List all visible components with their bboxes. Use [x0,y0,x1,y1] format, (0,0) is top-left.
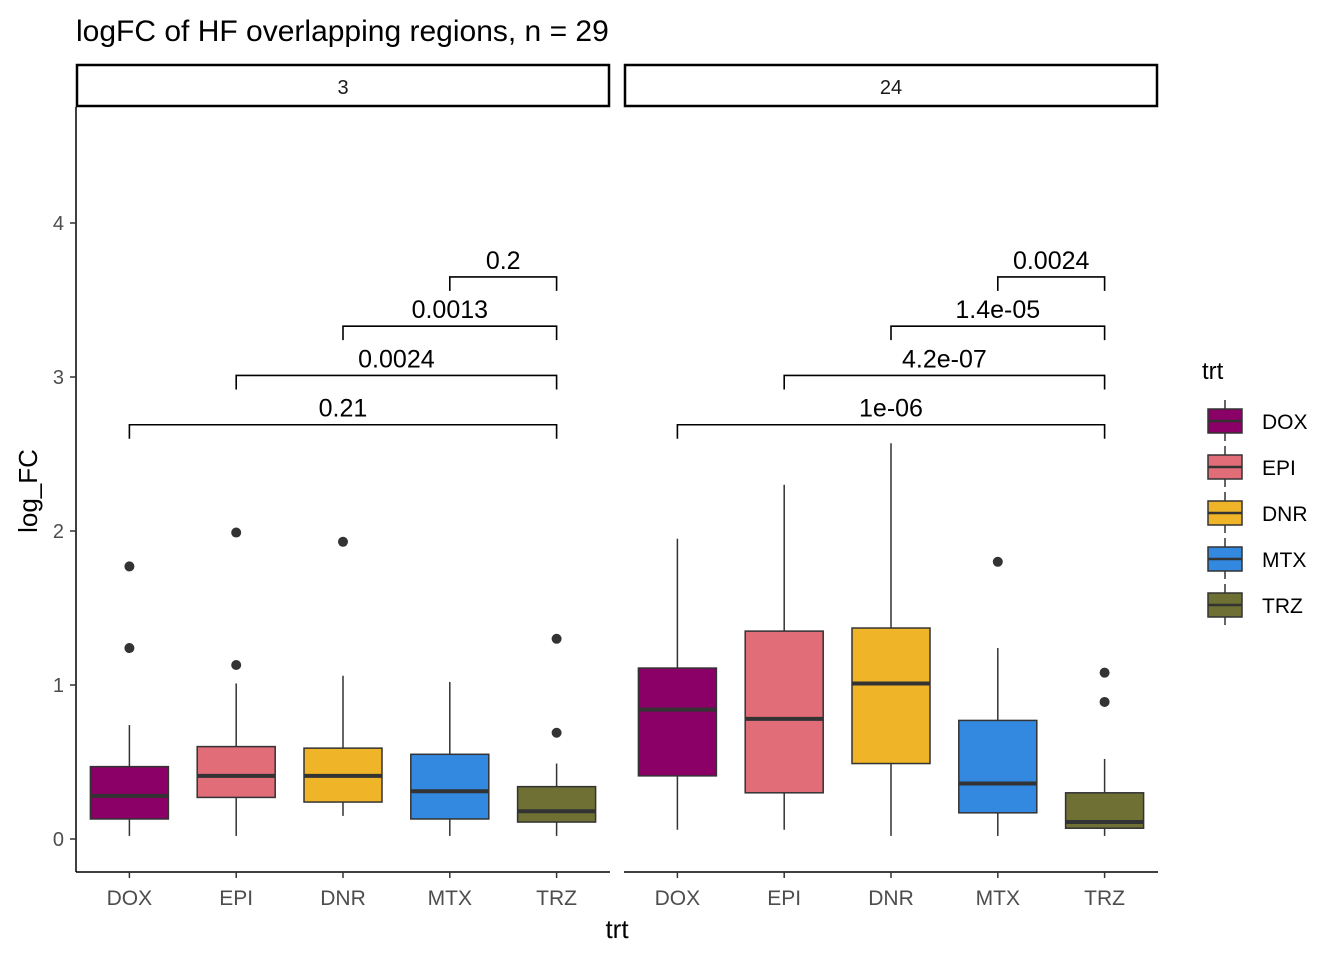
x-tick-label: EPI [219,887,253,910]
outlier-point [1099,667,1110,678]
comparison-bracket: 0.0024 [235,345,558,390]
x-tick-label: DOX [655,887,701,910]
chart-title: logFC of HF overlapping regions, n = 29 [76,15,609,48]
outlier-point [338,536,348,547]
outlier-point [231,527,242,538]
bracket-line [783,374,1106,390]
box-MTX [410,681,490,836]
box-iqr [196,745,276,799]
comparison-bracket: 0.21 [128,395,558,439]
facet-panels: 3 DOX EPI DNR MTX TRZ 0.2 0.0013 0.0024 0.21 24 DOX… [75,63,1159,910]
p-value-label: 0.21 [319,395,368,423]
box-EPI [196,527,276,836]
facet-strip-box [623,63,1159,108]
box-TRZ [516,633,597,836]
x-tick-label: DNR [868,887,914,910]
outlier-point [551,727,562,738]
bracket-line [449,276,558,291]
p-value-label: 4.2e-07 [902,345,987,373]
y-tick-label: 0 [53,829,64,851]
box-DOX [89,561,170,836]
y-axis-label: log_FC [13,449,43,533]
legend-label: DNR [1262,503,1308,526]
facet-strip-box [75,63,611,108]
box-iqr [637,667,718,777]
legend: trt DOX EPI DNR MTX TRZ [1202,358,1308,625]
bracket-line [997,276,1106,291]
box-DNR [303,536,383,816]
x-tick-label: DOX [107,887,153,910]
x-axis-label: trt [605,914,629,944]
legend-label: MTX [1262,549,1306,572]
y-tick-label: 1 [53,675,64,697]
comparison-bracket: 0.0013 [342,296,558,341]
legend-item-TRZ: TRZ [1207,584,1303,625]
legend-title: trt [1202,358,1224,385]
outlier-point [992,556,1003,567]
bracket-line [342,325,558,341]
comparison-bracket: 1.4e-05 [890,296,1106,341]
facet-strip-label: 24 [880,77,902,99]
box-iqr [958,719,1038,814]
legend-label: DOX [1262,411,1308,434]
x-tick-label: MTX [428,887,472,910]
y-axis: 0 1 2 3 4 [53,213,76,851]
facet-strip-label: 3 [337,77,348,99]
box-iqr [516,785,597,823]
box-iqr [851,627,931,765]
box-EPI [744,484,824,830]
x-tick-label: TRZ [1084,887,1125,910]
box-DOX [637,538,718,830]
outlier-point [551,633,562,644]
legend-item-MTX: MTX [1207,538,1306,579]
y-tick-label: 3 [53,367,64,389]
p-value-label: 1e-06 [859,395,923,423]
legend-item-EPI: EPI [1207,446,1296,487]
box-iqr [89,765,170,820]
outlier-point [1099,696,1110,707]
outlier-point [124,561,135,572]
p-value-label: 0.0024 [1013,247,1090,275]
box-iqr [410,753,490,820]
facet-panel-3: 3 DOX EPI DNR MTX TRZ 0.2 0.0013 0.0024 0.21 [75,63,611,910]
x-tick-label: DNR [320,887,366,910]
x-tick-label: TRZ [536,887,577,910]
comparison-bracket: 0.0024 [997,247,1106,291]
legend-item-DOX: DOX [1207,400,1308,441]
bracket-line [128,423,558,439]
legend-label: TRZ [1262,595,1303,618]
comparison-bracket: 4.2e-07 [783,345,1106,390]
box-MTX [958,556,1038,836]
p-value-label: 0.2 [486,247,521,275]
y-tick-label: 2 [53,521,64,543]
p-value-label: 0.0013 [412,296,488,324]
box-iqr [744,630,824,794]
box-DNR [851,443,931,836]
box-TRZ [1064,667,1145,836]
outlier-point [231,659,242,670]
p-value-label: 1.4e-05 [955,296,1040,324]
bracket-line [890,325,1106,341]
bracket-line [235,374,558,390]
comparison-bracket: 1e-06 [676,395,1106,439]
bracket-line [676,423,1106,439]
p-value-label: 0.0024 [358,345,435,373]
x-tick-label: EPI [767,887,801,910]
facet-panel-24: 24 DOX EPI DNR MTX TRZ 0.0024 1.4e-05 4.2e-07 1e-… [623,63,1159,910]
legend-item-DNR: DNR [1207,492,1308,533]
comparison-bracket: 0.2 [449,247,558,291]
legend-label: EPI [1262,457,1296,480]
y-tick-label: 4 [53,213,64,235]
outlier-point [124,643,135,654]
x-tick-label: MTX [976,887,1020,910]
